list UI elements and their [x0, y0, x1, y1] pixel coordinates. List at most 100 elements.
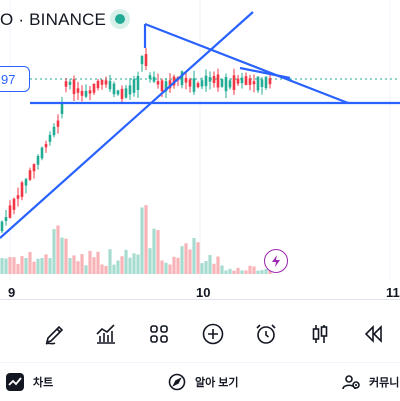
- layouts-button[interactable]: [145, 320, 173, 348]
- volume-bar: [40, 257, 44, 274]
- volume-bar: [20, 256, 24, 274]
- candlestick-icon: [312, 325, 328, 343]
- candle-body: [252, 81, 256, 85]
- candle-body: [100, 79, 104, 85]
- candle-body: [112, 83, 116, 95]
- trend-line-descending[interactable]: [144, 22, 349, 105]
- volume-bar: [144, 205, 148, 274]
- candle-body: [196, 83, 200, 88]
- candle-body: [140, 55, 144, 65]
- candle-body: [52, 126, 56, 136]
- volume-bar: [84, 265, 88, 274]
- grid-icon: [150, 325, 168, 343]
- draw-tool-button[interactable]: [41, 320, 69, 348]
- volume-bar: [48, 258, 52, 274]
- candle-body: [40, 147, 44, 159]
- volume-bar: [100, 264, 104, 274]
- candle-body: [220, 79, 224, 87]
- volume-bar: [184, 243, 188, 274]
- candle-body: [160, 80, 164, 92]
- indicators-button[interactable]: [92, 320, 120, 348]
- volume-bar: [124, 249, 128, 274]
- time-axis-label: 10: [196, 285, 211, 300]
- candle-body: [92, 83, 96, 93]
- candle-body: [64, 81, 68, 87]
- volume-bar: [212, 263, 216, 274]
- volume-bar: [136, 254, 140, 274]
- divider: [0, 299, 400, 300]
- candle-body: [212, 75, 216, 84]
- candle-body: [232, 75, 236, 91]
- community-icon: [342, 375, 360, 390]
- volume-bar: [264, 269, 268, 274]
- nav-item-community[interactable]: 커뮤니: [342, 371, 399, 393]
- candle-body: [256, 76, 260, 91]
- candle-body: [44, 143, 48, 148]
- candle-body: [56, 120, 60, 127]
- chart-toolbar: [0, 312, 400, 356]
- volume-bar: [64, 238, 68, 274]
- candle-body: [24, 179, 28, 186]
- candle-body: [88, 90, 92, 94]
- nav-label: 알아 보기: [195, 377, 239, 389]
- symbol-title[interactable]: O · BINANCE: [0, 10, 107, 29]
- alert-button[interactable]: [252, 320, 280, 348]
- volume-bar: [188, 249, 192, 274]
- volume-bar: [228, 268, 232, 274]
- volume-bar: [4, 258, 8, 274]
- volume-bar: [204, 261, 208, 274]
- candle-body: [84, 91, 88, 97]
- replay-button[interactable]: [359, 320, 387, 348]
- volume-bar: [180, 246, 184, 274]
- volume-bar: [116, 260, 120, 274]
- candle-body: [144, 53, 148, 67]
- current-price-label: 97: [0, 66, 30, 92]
- volume-bar: [32, 261, 36, 274]
- add-button[interactable]: [199, 320, 227, 348]
- candle-body: [108, 80, 112, 90]
- candle-body: [80, 90, 84, 96]
- candle-body: [8, 205, 12, 218]
- chart-icon: [6, 373, 24, 391]
- volume-bar: [200, 263, 204, 274]
- rewind-icon: [364, 325, 382, 343]
- volume-bar: [132, 253, 136, 274]
- volume-bar: [224, 270, 228, 274]
- candle-body: [184, 77, 188, 83]
- price-chart[interactable]: [0, 0, 400, 310]
- candle-body: [236, 78, 240, 84]
- candle-body: [240, 77, 244, 84]
- nav-label: 커뮤니: [369, 377, 400, 389]
- lightning-bolt-icon[interactable]: [264, 249, 288, 273]
- volume-bar: [112, 264, 116, 274]
- candle-body: [172, 76, 176, 86]
- volume-bar: [236, 267, 240, 274]
- volume-bar: [244, 270, 248, 274]
- candle-body: [4, 217, 8, 221]
- volume-bar: [140, 207, 144, 274]
- volume-bar: [196, 242, 200, 274]
- candle-body: [156, 81, 160, 85]
- volume-bar: [128, 257, 132, 274]
- volume-bar: [172, 256, 176, 274]
- compass-icon: [168, 373, 186, 391]
- nav-item-chart[interactable]: 차트: [6, 371, 53, 393]
- volume-bar: [0, 258, 4, 274]
- volume-bar: [16, 263, 20, 274]
- candle-body: [200, 80, 204, 87]
- nav-item-explore[interactable]: 알아 보기: [168, 371, 239, 393]
- volume-bar: [12, 257, 16, 274]
- volume-bar: [108, 249, 112, 274]
- volume-bar: [208, 255, 212, 274]
- volume-bar: [156, 230, 160, 274]
- candle-body: [180, 71, 184, 86]
- triangle-lower-line[interactable]: [239, 66, 291, 80]
- candle-body: [224, 77, 228, 92]
- chart-indicator-icon: [96, 324, 115, 344]
- volume-bar: [88, 250, 92, 274]
- candle-body: [36, 156, 40, 165]
- chart-type-button[interactable]: [306, 320, 334, 348]
- market-status-dot: [110, 9, 130, 29]
- trend-line-ascending[interactable]: [0, 11, 254, 239]
- candle-body: [124, 88, 128, 98]
